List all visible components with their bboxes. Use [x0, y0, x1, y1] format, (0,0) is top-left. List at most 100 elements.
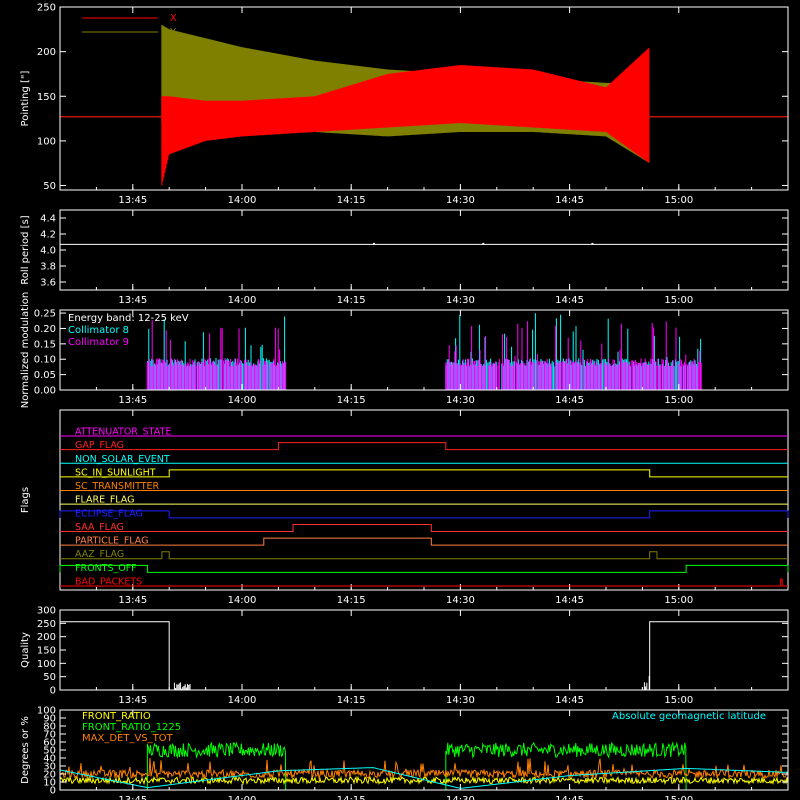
roll-period-blip [482, 242, 485, 245]
x-tick-label: 14:15 [337, 595, 366, 606]
y-tick-label: 200 [37, 47, 56, 58]
y-tick-label: 3.6 [40, 278, 56, 289]
x-tick-label: 14:30 [446, 195, 475, 206]
y-tick-label: 250 [37, 619, 56, 630]
y-tick-label: 0.05 [34, 370, 56, 381]
y-tick-label: 0.10 [34, 355, 56, 366]
roll-period-blip [591, 242, 594, 245]
front-ratio-series [60, 775, 788, 786]
y-tick-label: 20 [43, 770, 56, 781]
quality-panel: 13:45 14:00 14:15 14:30 14:45 15:00 Quality 0 50… [20, 606, 789, 706]
modulation-legend-1: Collimator 9 [68, 337, 129, 348]
pointing-plot-area [60, 24, 788, 186]
ratios-legend-1: FRONT_RATIO_1225 [82, 722, 181, 733]
x-tick-label: 14:30 [446, 795, 475, 800]
flag-line-11 [60, 578, 788, 587]
y-tick-label: 200 [37, 632, 56, 643]
y-tick-label: 0.20 [34, 324, 56, 335]
flag-line-6 [59, 510, 789, 519]
energy-band-annotation: Energy band: 12-25 keV [68, 313, 189, 324]
y-tick-label: 0.25 [34, 309, 56, 320]
y-axis-title: Quality [20, 632, 31, 668]
x-tick-label: 14:15 [337, 195, 366, 206]
x-tick-label: 14:30 [446, 295, 475, 306]
roll-period-blip [373, 242, 376, 245]
flag-label-11: BAD_PACKETS [75, 577, 142, 588]
geomagnetic-latitude-series [60, 767, 788, 789]
y-tick-label: 4.0 [40, 246, 56, 257]
flag-line-3 [60, 469, 788, 478]
x-tick-label: 15:00 [664, 695, 693, 706]
y-axis-title: Normalized modulation [20, 292, 31, 409]
y-tick-label: 50 [43, 181, 56, 192]
y-axis-title: Pointing ["] [20, 70, 31, 126]
flag-label-0: ATTENUATOR_STATE [75, 427, 171, 438]
x-tick-label: 14:00 [228, 695, 257, 706]
modulation-panel: 13:45 14:00 14:15 14:30 14:45 15:00 Normalized… [20, 292, 789, 409]
y-tick-label: 50 [43, 672, 56, 683]
y-axis-title: Degrees or % [20, 716, 31, 784]
x-tick-label: 13:45 [118, 795, 147, 800]
x-tick-label: 13:45 [118, 595, 147, 606]
modulation-series-1 [445, 321, 702, 390]
y-tick-label: 90 [43, 714, 56, 725]
flag-label-7: SAA_FLAG [75, 522, 124, 533]
flag-label-1: GAP_FLAG [75, 440, 124, 451]
pointing-series-x [161, 47, 650, 186]
x-tick-label: 14:30 [446, 595, 475, 606]
y-tick-label: 100 [37, 136, 56, 147]
max-det-vs-tot-series [60, 758, 788, 780]
y-tick-label: 4.4 [40, 214, 56, 225]
flags-panel: 13:45 14:00 14:15 14:30 14:45 15:00 Flags ATTEN… [20, 409, 789, 606]
y-tick-label: 0 [50, 786, 56, 797]
modulation-series-1 [147, 320, 286, 390]
ratios-legend-2: MAX_DET_VS_TOT [82, 733, 174, 744]
x-tick-label: 14:00 [228, 295, 257, 306]
ratios-plot-area [60, 741, 788, 790]
ratios-legend-0: FRONT_RATIO [82, 711, 151, 722]
flag-label-10: FRONTS_OFF [75, 563, 137, 574]
front-ratio-1225-series [445, 741, 687, 790]
y-tick-label: 80 [43, 722, 56, 733]
x-tick-label: 15:00 [664, 395, 693, 406]
x-tick-label: 13:45 [118, 195, 147, 206]
y-tick-label: 50 [43, 746, 56, 757]
x-tick-label: 15:00 [664, 795, 693, 800]
flag-line-1 [60, 442, 788, 451]
x-tick-label: 14:30 [446, 395, 475, 406]
y-tick-label: 30 [43, 762, 56, 773]
flag-label-9: AAZ_FLAG [75, 549, 124, 560]
y-tick-label: 3.8 [40, 262, 56, 273]
x-tick-label: 15:00 [664, 595, 693, 606]
flag-label-8: PARTICLE_FLAG [75, 536, 148, 547]
modulation-legend-0: Collimator 8 [68, 325, 129, 336]
flag-line-9 [60, 551, 788, 560]
flag-label-2: NON_SOLAR_EVENT [75, 454, 170, 465]
y-tick-label: 150 [37, 646, 56, 657]
flag-label-5: FLARE_FLAG [75, 495, 135, 506]
flag-line-7 [60, 523, 788, 532]
x-tick-label: 14:00 [228, 195, 257, 206]
legend-label-y: Y [169, 27, 177, 38]
y-tick-label: 10 [43, 778, 56, 789]
y-tick-label: 300 [37, 606, 56, 617]
x-tick-label: 13:45 [118, 395, 147, 406]
x-tick-label: 14:00 [228, 795, 257, 800]
x-tick-label: 15:00 [664, 295, 693, 306]
y-tick-label: 150 [37, 92, 56, 103]
front-ratio-1225-series [146, 741, 287, 790]
y-axis-title: Flags [20, 487, 31, 513]
flag-line-8 [60, 537, 788, 546]
y-tick-label: 70 [43, 730, 56, 741]
x-tick-label: 14:45 [555, 195, 584, 206]
x-tick-label: 14:15 [337, 795, 366, 800]
x-tick-label: 14:45 [555, 795, 584, 800]
x-tick-label: 14:15 [337, 695, 366, 706]
x-tick-label: 14:45 [555, 395, 584, 406]
y-tick-label: 4.2 [40, 230, 56, 241]
y-tick-label: 60 [43, 738, 56, 749]
x-tick-label: 14:45 [555, 695, 584, 706]
y-tick-label: 0 [50, 686, 56, 697]
y-tick-label: 0.15 [34, 339, 56, 350]
